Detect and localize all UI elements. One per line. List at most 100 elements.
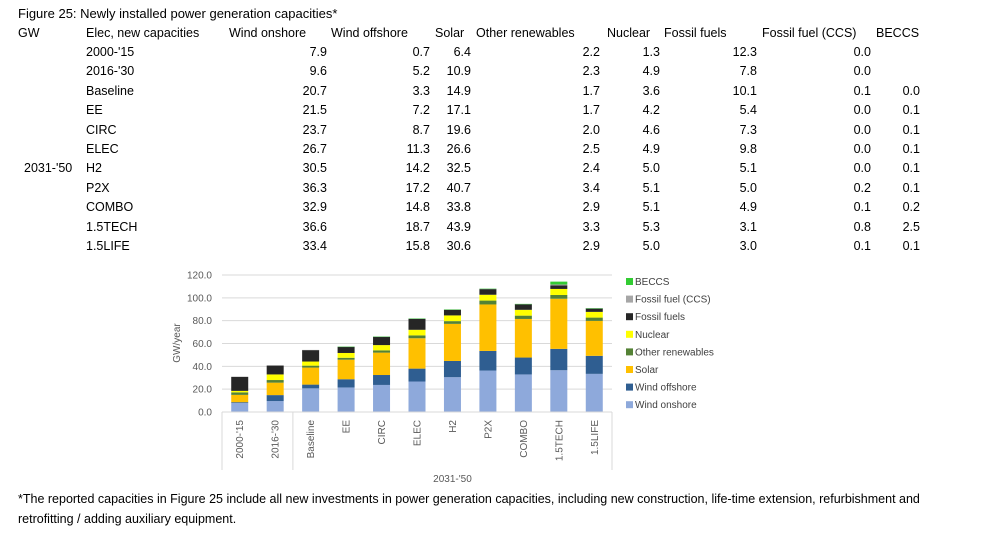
table-cell: 9.6 — [309, 64, 327, 79]
table-cell: 32.9 — [302, 200, 327, 215]
x-tick-label: EE — [342, 420, 353, 434]
table-cell: 0.2 — [853, 180, 871, 195]
bar-segment — [337, 357, 355, 360]
table-row-label: 1.5TECH — [86, 219, 138, 234]
bar-segment — [373, 384, 391, 412]
table-cell: 3.0 — [739, 239, 757, 253]
table-cell: 18.7 — [405, 219, 430, 234]
table-cell: 36.3 — [302, 180, 327, 195]
table-cell: 5.1 — [739, 161, 757, 176]
legend-swatch — [626, 401, 633, 409]
table-cell: 2.9 — [582, 200, 600, 215]
legend-swatch — [626, 348, 633, 356]
table-cell: 4.9 — [739, 200, 757, 215]
table-cell: 21.5 — [302, 103, 327, 118]
table-cell: 0.0 — [853, 103, 871, 118]
table-cell: 17.1 — [446, 103, 471, 118]
bar-segment — [550, 370, 568, 412]
table-cell: 0.8 — [853, 219, 871, 234]
bar-segment — [302, 388, 320, 412]
bar-segment — [514, 304, 532, 310]
legend-label: Wind onshore — [635, 400, 697, 411]
x-tick-label: COMBO — [519, 420, 530, 458]
table-cell: 10.1 — [732, 83, 757, 98]
table-cell: 1.7 — [582, 83, 600, 98]
bar-segment — [373, 352, 391, 376]
bar-segment — [266, 380, 284, 383]
bar-segment — [231, 390, 249, 393]
table-cell: 4.2 — [642, 103, 660, 118]
bar-segment — [585, 308, 603, 312]
legend-swatch — [626, 313, 633, 321]
bar-segment — [231, 392, 249, 395]
y-tick-label: 80.0 — [193, 316, 213, 327]
x-tick-label: 2000-'15 — [235, 420, 246, 459]
table-cell: 0.2 — [902, 200, 920, 215]
bar-segment — [231, 394, 249, 403]
legend-label: Fossil fuels — [635, 312, 685, 323]
table-cell: 20.7 — [302, 83, 327, 98]
table-cell: 33.4 — [302, 239, 327, 253]
table-cell: 9.8 — [739, 142, 757, 156]
bar-segment — [585, 317, 603, 321]
table-row-label: 1.5LIFE — [86, 239, 130, 253]
table-cell: 7.9 — [309, 45, 327, 59]
table-row-label: 2000-'15 — [86, 45, 135, 59]
table-row-label: COMBO — [86, 200, 134, 215]
table-cell: 11.3 — [406, 142, 430, 156]
bar-segment — [443, 321, 461, 324]
legend-swatch — [626, 383, 633, 391]
bar-segment — [408, 381, 426, 412]
legend-label: Solar — [635, 365, 659, 376]
x-tick-label: Baseline — [306, 420, 317, 459]
table-cell: 36.6 — [302, 219, 327, 234]
legend-label: Fossil fuel (CCS) — [635, 295, 711, 306]
table-row-label: 2016-'30 — [86, 64, 135, 79]
bar-segment — [550, 281, 568, 285]
legend-swatch — [626, 366, 633, 373]
y-axis-label: GW/year — [172, 323, 183, 363]
bar-segment — [231, 402, 249, 412]
table-column-header: Fossil fuel (CCS) — [762, 26, 857, 40]
table-column-header: Solar — [435, 26, 465, 40]
table-cell: 0.0 — [902, 83, 920, 98]
legend-swatch — [626, 330, 633, 338]
table-cell: 5.0 — [642, 239, 660, 253]
table-column-header: Nuclear — [607, 26, 651, 40]
table-cell: 0.0 — [853, 122, 871, 137]
bar-segment — [266, 401, 284, 412]
figure-footnote: *The reported capacities in Figure 25 in… — [18, 492, 920, 526]
y-tick-label: 40.0 — [193, 362, 213, 373]
bar-segment — [302, 361, 320, 366]
bar-segment — [550, 348, 568, 371]
y-tick-label: 100.0 — [187, 293, 212, 304]
table-cell: 0.0 — [853, 161, 871, 176]
table-group-label: 2031-'50 — [24, 161, 73, 176]
table-cell: 3.6 — [642, 83, 660, 98]
table-cell: 15.8 — [405, 239, 430, 253]
bar-segment — [266, 365, 284, 375]
figure-title: Figure 25: Newly installed power generat… — [18, 6, 338, 21]
bar-segment — [514, 315, 532, 319]
bar-segment — [373, 345, 391, 351]
table-cell: 5.2 — [412, 64, 430, 79]
bar-segment — [373, 375, 391, 385]
table-cell: 2.0 — [582, 122, 600, 137]
table-cell: 0.0 — [853, 45, 871, 59]
table-cell: 0.7 — [412, 45, 430, 59]
legend-label: Other renewables — [635, 347, 714, 358]
table-row-label: EE — [86, 103, 103, 118]
table-column-header: Wind offshore — [331, 26, 408, 40]
table-cell: 7.8 — [739, 64, 757, 79]
table-cell: 0.1 — [853, 200, 871, 215]
table-cell: 2.2 — [582, 45, 600, 59]
table-cell: 4.6 — [642, 122, 660, 137]
bar-segment — [550, 294, 568, 299]
table-cell: 0.1 — [902, 180, 920, 195]
legend-swatch — [626, 295, 633, 303]
bar-segment — [408, 318, 426, 330]
table-cell: 2.5 — [582, 142, 600, 156]
bar-segment — [443, 377, 461, 412]
bar-segment — [585, 355, 603, 374]
table-cell: 4.9 — [642, 142, 660, 156]
